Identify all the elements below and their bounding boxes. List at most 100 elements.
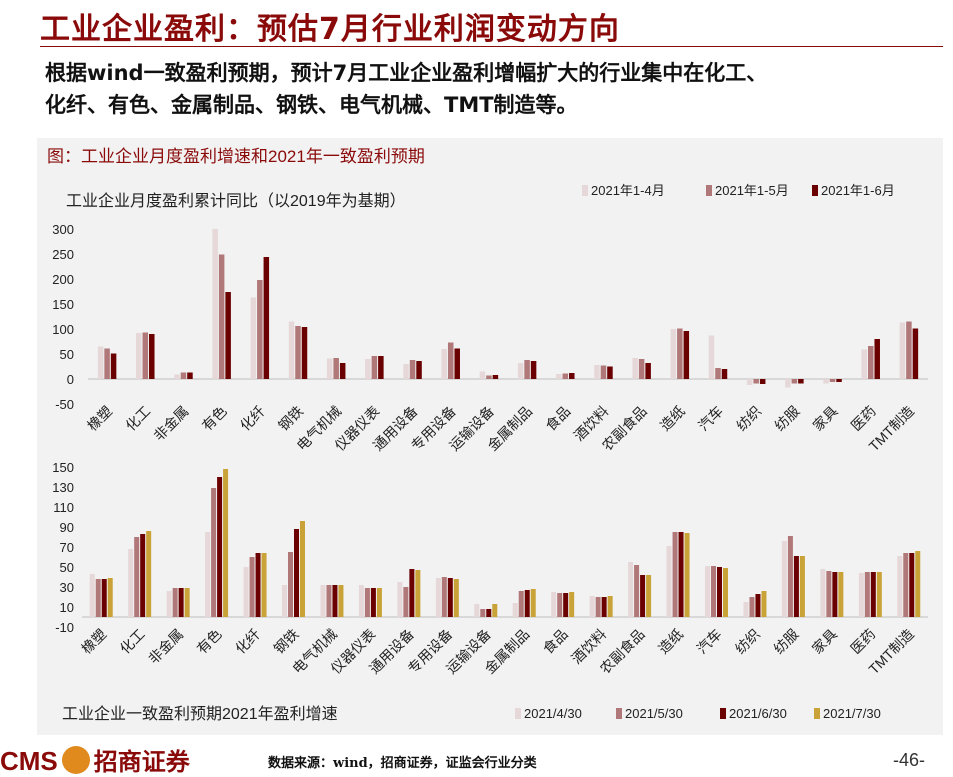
legend-swatch [616, 708, 622, 719]
subtitle-line-1: 根据wind一致盈利预期，预计7月工业企业盈利增幅扩大的行业集中在化工、 [45, 61, 768, 85]
figure-title: 图：工业企业月度盈利增速和2021年一致盈利预期 [47, 147, 425, 166]
category-label: 化工 [122, 403, 153, 434]
bar [518, 591, 524, 617]
category-label: 橡塑 [78, 626, 109, 657]
category-label: 纺服 [771, 403, 802, 434]
bar [416, 361, 422, 379]
bar [721, 369, 728, 379]
category-label: 橡塑 [84, 403, 115, 434]
y-tick-label: 100 [52, 322, 74, 337]
bar [823, 379, 829, 384]
bar [858, 573, 864, 617]
bar [415, 570, 421, 617]
legend-swatch [515, 708, 521, 719]
bar [288, 552, 293, 617]
bar [217, 477, 223, 617]
bar [594, 365, 600, 379]
category-label: 汽车 [694, 626, 725, 657]
category-label: 造纸 [657, 403, 688, 434]
bar [326, 585, 332, 617]
y-tick-label: 50 [60, 560, 74, 575]
bar [785, 379, 791, 388]
bar [441, 349, 447, 379]
bar [677, 328, 683, 379]
bar [172, 588, 178, 617]
bar [906, 321, 912, 379]
bar [551, 592, 557, 617]
bar [403, 587, 409, 617]
bar [672, 532, 678, 617]
category-label: 食品 [540, 626, 571, 657]
bar [95, 579, 101, 617]
category-label: 医药 [848, 403, 879, 434]
category-label: 有色 [194, 626, 225, 657]
bar [867, 346, 874, 379]
bar [454, 348, 460, 379]
bar [479, 371, 486, 379]
bar [333, 358, 339, 379]
bar [178, 588, 184, 617]
bar [799, 556, 805, 617]
bar [530, 361, 537, 379]
bar [829, 379, 836, 382]
y-tick-label: 250 [52, 247, 74, 262]
bar [294, 529, 299, 617]
bar [607, 596, 613, 617]
legend-label: 2021/6/30 [729, 706, 787, 721]
legend-swatch [814, 708, 820, 719]
bar [365, 359, 371, 379]
bar [909, 553, 915, 617]
category-label: 纺服 [770, 626, 801, 657]
bar [874, 339, 880, 379]
bar [753, 379, 759, 384]
bar [225, 292, 231, 379]
bar [634, 565, 640, 617]
category-label: 造纸 [655, 626, 686, 657]
bar [370, 588, 376, 617]
logo-cn-text: 招商证券 [93, 747, 190, 776]
y-tick-label: 30 [60, 580, 74, 595]
y-tick-label: 90 [60, 520, 74, 535]
bar [781, 541, 787, 617]
bar [97, 346, 104, 379]
bar [749, 597, 755, 617]
bar [705, 566, 710, 617]
logo-text: CMS [0, 746, 58, 776]
bar [715, 368, 721, 379]
page-title: 工业企业盈利：预估7月行业利润变动方向 [40, 12, 620, 47]
bar [755, 594, 761, 617]
category-label: 纺织 [732, 626, 763, 657]
bar [607, 366, 613, 379]
y-tick-label: -10 [55, 620, 74, 635]
bar [447, 342, 454, 379]
bar [128, 549, 134, 617]
bar [717, 567, 722, 617]
chart-title: 工业企业一致盈利预期2021年盈利增速 [62, 705, 338, 723]
category-label: 有色 [199, 403, 230, 434]
bar [791, 379, 798, 384]
y-tick-label: 0 [67, 372, 74, 387]
bar [255, 553, 261, 617]
bar [110, 353, 117, 379]
bar [371, 356, 378, 379]
bar [601, 597, 607, 617]
bar [632, 358, 638, 379]
bar [211, 488, 217, 617]
bar [282, 585, 287, 617]
category-label: 食品 [542, 403, 573, 434]
bar [435, 578, 441, 617]
bar [557, 593, 563, 617]
category-label: 化工 [117, 626, 148, 657]
bar [397, 582, 403, 617]
bar [140, 534, 146, 617]
category-label: 钢铁 [271, 626, 302, 657]
bar [187, 372, 193, 379]
category-label: 非金属 [145, 626, 186, 667]
bar [512, 603, 518, 617]
y-tick-label: 150 [52, 460, 74, 475]
chart-consensus-2021: 工业企业一致盈利预期2021年盈利增速 -10 10 30 50 70 90 110 130 15… [52, 460, 928, 723]
y-tick-label: -50 [55, 397, 74, 412]
bar [530, 589, 536, 617]
bar [480, 609, 486, 617]
chart-monthly-profit: 工业企业月度盈利累计同比（以2019年为基期） -50 0 50 100 150 200 25… [52, 183, 928, 454]
